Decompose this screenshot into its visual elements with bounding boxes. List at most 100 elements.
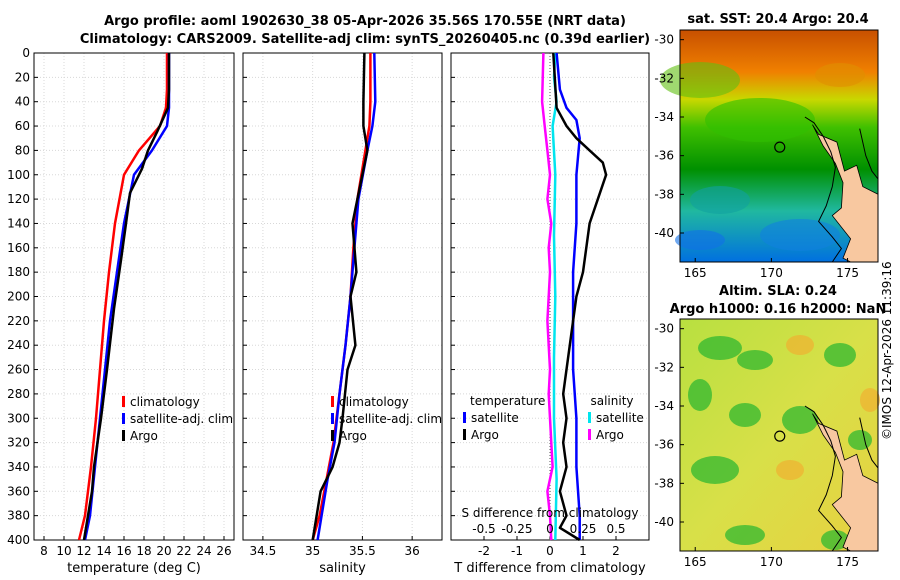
temperature-argo-diff-line <box>552 52 608 542</box>
ytick-label: 20 <box>15 70 30 84</box>
ytick-label: 140 <box>7 216 30 230</box>
ytick-label: 100 <box>7 168 30 182</box>
map-ytick-label: -36 <box>654 149 674 163</box>
profile-panel-s: 34.5 35 35.5 36 salinity <box>242 52 443 576</box>
xtick-label: 18 <box>136 544 151 558</box>
ytick-label: 200 <box>7 290 30 304</box>
sla-high-patch <box>786 335 814 355</box>
map-ytick-label: -32 <box>654 71 674 85</box>
xtick-label: 10 <box>56 544 71 558</box>
sla-patch <box>688 379 712 411</box>
sla-patch <box>737 350 773 370</box>
xtick-label: 35.5 <box>349 544 376 558</box>
figure-title: Argo profile: aoml 1902630_38 05-Apr-202… <box>104 14 626 29</box>
xtick-label: 22 <box>176 544 191 558</box>
axes-frame <box>242 52 443 541</box>
profile-panel-t: 8 10 12 14 16 18 20 22 24 26 temperature (deg C) <box>33 52 235 576</box>
map-xtick-label: 170 <box>760 555 783 569</box>
isobath-line <box>804 116 843 263</box>
sst-map-title: sat. SST: 20.4 Argo: 20.4 <box>687 12 868 27</box>
profile-panel-diff: -2 -1 0 1 2 T difference from climatology <box>450 52 650 576</box>
ytick-label: 80 <box>15 143 30 157</box>
legend-swatch <box>331 396 334 407</box>
climatology-line <box>77 53 169 541</box>
s-diff-tick-label: 0.5 <box>606 522 625 536</box>
map-ytick-label: -40 <box>654 226 674 240</box>
ytick-label: 240 <box>7 338 30 352</box>
ytick-label: 300 <box>7 411 30 425</box>
legend-label: satellite <box>596 411 644 425</box>
ytick-label: 160 <box>7 241 30 255</box>
legend-swatch <box>463 412 466 423</box>
xtick-label: 16 <box>116 544 131 558</box>
xtick-label: -1 <box>511 544 523 558</box>
ytick-label: 180 <box>7 265 30 279</box>
legend-swatch <box>463 429 466 440</box>
credit-stamp: ©IMOS 12-Apr-2026 11:39:16 <box>880 261 894 440</box>
legend-label: Argo <box>596 428 624 442</box>
xtick-label: 24 <box>196 544 211 558</box>
legend-label: satellite-adj. clim <box>130 412 233 426</box>
map-ytick-label: -40 <box>654 515 674 529</box>
map-xtick-label: 165 <box>684 266 707 280</box>
xtick-label: 1 <box>579 544 587 558</box>
map-ytick-label: -38 <box>654 476 674 490</box>
map-frame <box>679 29 879 263</box>
legend-label: satellite <box>471 411 519 425</box>
sla-map-title: Altim. SLA: 0.24 <box>719 284 837 299</box>
sla-patch <box>782 406 818 434</box>
s-diff-axis-label: S difference from climatology <box>462 506 639 520</box>
sla-patch <box>729 403 761 427</box>
xtick-label: 20 <box>156 544 171 558</box>
sla-patch <box>848 430 872 450</box>
legend-swatch <box>588 429 591 440</box>
isobath-line <box>804 405 843 552</box>
sst-patch <box>705 98 815 142</box>
argo-line <box>311 52 369 541</box>
sla-patch <box>821 530 849 550</box>
map-ytick-label: -30 <box>654 322 674 336</box>
argo-line <box>82 53 171 541</box>
s-diff-tick-label: 0 <box>546 522 554 536</box>
ytick-label: 360 <box>7 484 30 498</box>
legend-title-temperature: temperature <box>470 394 545 408</box>
legend-swatch <box>122 396 125 407</box>
sla-high-patch <box>860 388 880 412</box>
map-ytick-label: -30 <box>654 33 674 47</box>
temperature-satellite-diff-line <box>555 52 581 540</box>
map-sla: -30 -32 -34 -36 -38 -40 165 170 175 <box>654 318 880 569</box>
legend-title-salinity: salinity <box>590 394 633 408</box>
s-diff-tick-label: 0.25 <box>570 522 597 536</box>
sst-patch <box>760 219 840 251</box>
ytick-label: 380 <box>7 509 30 523</box>
map-ytick-label: -36 <box>654 438 674 452</box>
map-xtick-label: 175 <box>836 555 859 569</box>
sla-map-subtitle: Argo h1000: 0.16 h2000: NaN <box>670 302 887 317</box>
xtick-label: 2 <box>612 544 620 558</box>
legend-label: Argo <box>130 429 158 443</box>
ytick-label: 60 <box>15 119 30 133</box>
legend-label: climatology <box>339 395 409 409</box>
legend-label: Argo <box>339 429 367 443</box>
map-frame <box>679 318 879 552</box>
s-diff-tick-label: -0.25 <box>501 522 532 536</box>
ytick-label: 400 <box>7 533 30 547</box>
sst-patch <box>690 186 750 214</box>
isobath-line <box>859 128 879 180</box>
x-axis-label: T difference from climatology <box>453 561 646 576</box>
sst-patch <box>815 63 865 87</box>
legend-swatch <box>331 430 334 441</box>
ytick-label: 220 <box>7 314 30 328</box>
salinity-argo-diff-line <box>540 52 554 541</box>
sst-patch <box>675 230 725 250</box>
map-ytick-label: -34 <box>654 110 674 124</box>
map-ytick-label: -32 <box>654 360 674 374</box>
legend-swatch <box>122 430 125 441</box>
s-diff-tick-label: -0.5 <box>472 522 495 536</box>
xtick-label: 26 <box>216 544 231 558</box>
map-sst: -30 -32 -34 -36 -38 -40 165 170 175 <box>654 29 879 280</box>
xtick-label: 0 <box>546 544 554 558</box>
xtick-label: 14 <box>96 544 111 558</box>
xtick-label: -2 <box>478 544 490 558</box>
